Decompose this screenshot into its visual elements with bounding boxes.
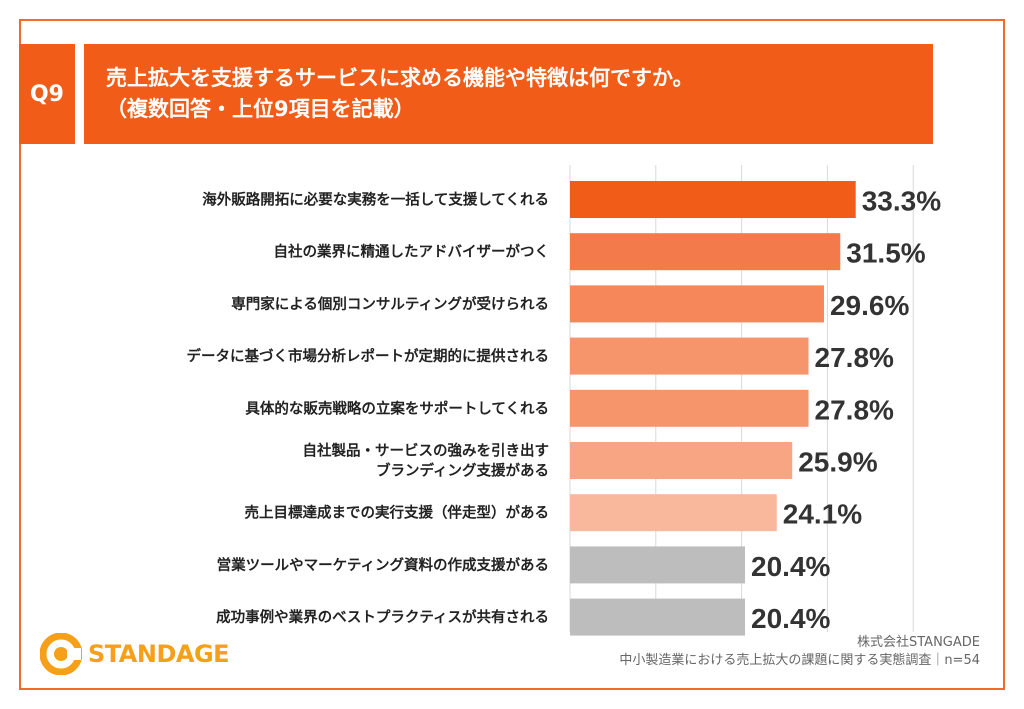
value-label: 31.5% [846,238,925,269]
source-credit: 株式会社STANGADE 中小製造業における売上拡大の課題に関する実態調査｜n=… [619,634,980,670]
category-label: 営業ツールやマーケティング資料の作成支援がある [217,556,549,574]
value-label: 33.3% [862,186,941,217]
bar [570,285,824,323]
value-label: 20.4% [751,603,830,634]
credit-survey: 中小製造業における売上拡大の課題に関する実態調査｜n=54 [619,653,980,668]
title-line-1: 売上拡大を支援するサービスに求める機能や特徴は何ですか。 [106,66,694,90]
credit-company: 株式会社STANGADE [857,635,980,650]
category-label: 成功事例や業界のベストプラクティスが共有される [216,608,549,626]
value-label: 24.1% [783,499,862,530]
bar [570,598,746,636]
bar [570,233,841,271]
category-label: データに基づく市場分析レポートが定期的に提供される [187,347,550,365]
logo-text: STANDAGE [88,640,230,668]
category-label: 専門家による個別コンサルティングが受けられる [231,295,549,313]
bar [570,337,809,375]
logo-mark-icon [40,633,82,675]
bar [570,546,746,584]
bar [570,389,809,427]
category-label: 具体的な販売戦略の立案をサポートしてくれる [245,399,549,417]
standage-logo: STANDAGE [40,633,230,675]
value-label: 20.4% [751,551,830,582]
outer-frame [19,19,1005,690]
bar [570,181,856,218]
category-label: 売上目標達成までの実行支援（伴走型）がある [245,504,550,522]
value-label: 27.8% [815,394,894,425]
category-label: 自社の業界に精通したアドバイザーがつく [274,243,550,261]
value-label: 29.6% [830,290,909,321]
bar [570,494,777,532]
question-number: Q9 [19,44,75,144]
value-label: 27.8% [815,342,894,373]
category-label: ブランディング支援がある [376,462,549,480]
category-label: 海外販路開拓に必要な実務を一括して支援してくれる [202,191,549,209]
value-label: 25.9% [798,447,877,478]
bar [570,442,793,479]
question-title: 売上拡大を支援するサービスに求める機能や特徴は何ですか。 （複数回答・上位9項目… [84,44,933,144]
category-label: 自社製品・サービスの強みを引き出す [303,442,550,460]
title-line-2: （複数回答・上位9項目を記載） [106,97,415,121]
